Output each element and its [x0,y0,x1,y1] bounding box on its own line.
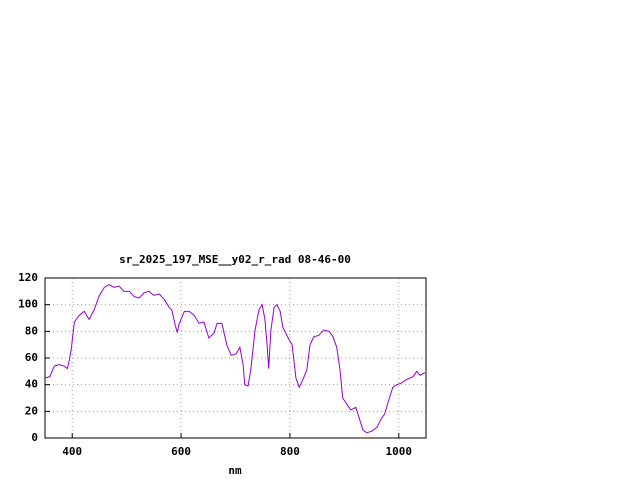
y-tick-label: 100 [18,298,38,311]
x-tick-label: 600 [171,445,191,458]
y-tick-label: 0 [31,431,38,444]
y-tick-label: 20 [25,404,38,417]
x-tick-label: 800 [280,445,300,458]
y-tick-label: 60 [25,351,38,364]
y-tick-label: 80 [25,324,38,337]
y-tick-label: 120 [18,271,38,284]
x-tick-label: 400 [62,445,82,458]
plot-frame [44,277,427,439]
x-axis-label: nm [228,464,242,477]
x-tick-label: 1000 [386,445,413,458]
chart-title: sr_2025_197_MSE__y02_r_rad 08-46-00 [119,253,351,266]
data-line [44,284,426,434]
y-tick-label: 40 [25,378,38,391]
